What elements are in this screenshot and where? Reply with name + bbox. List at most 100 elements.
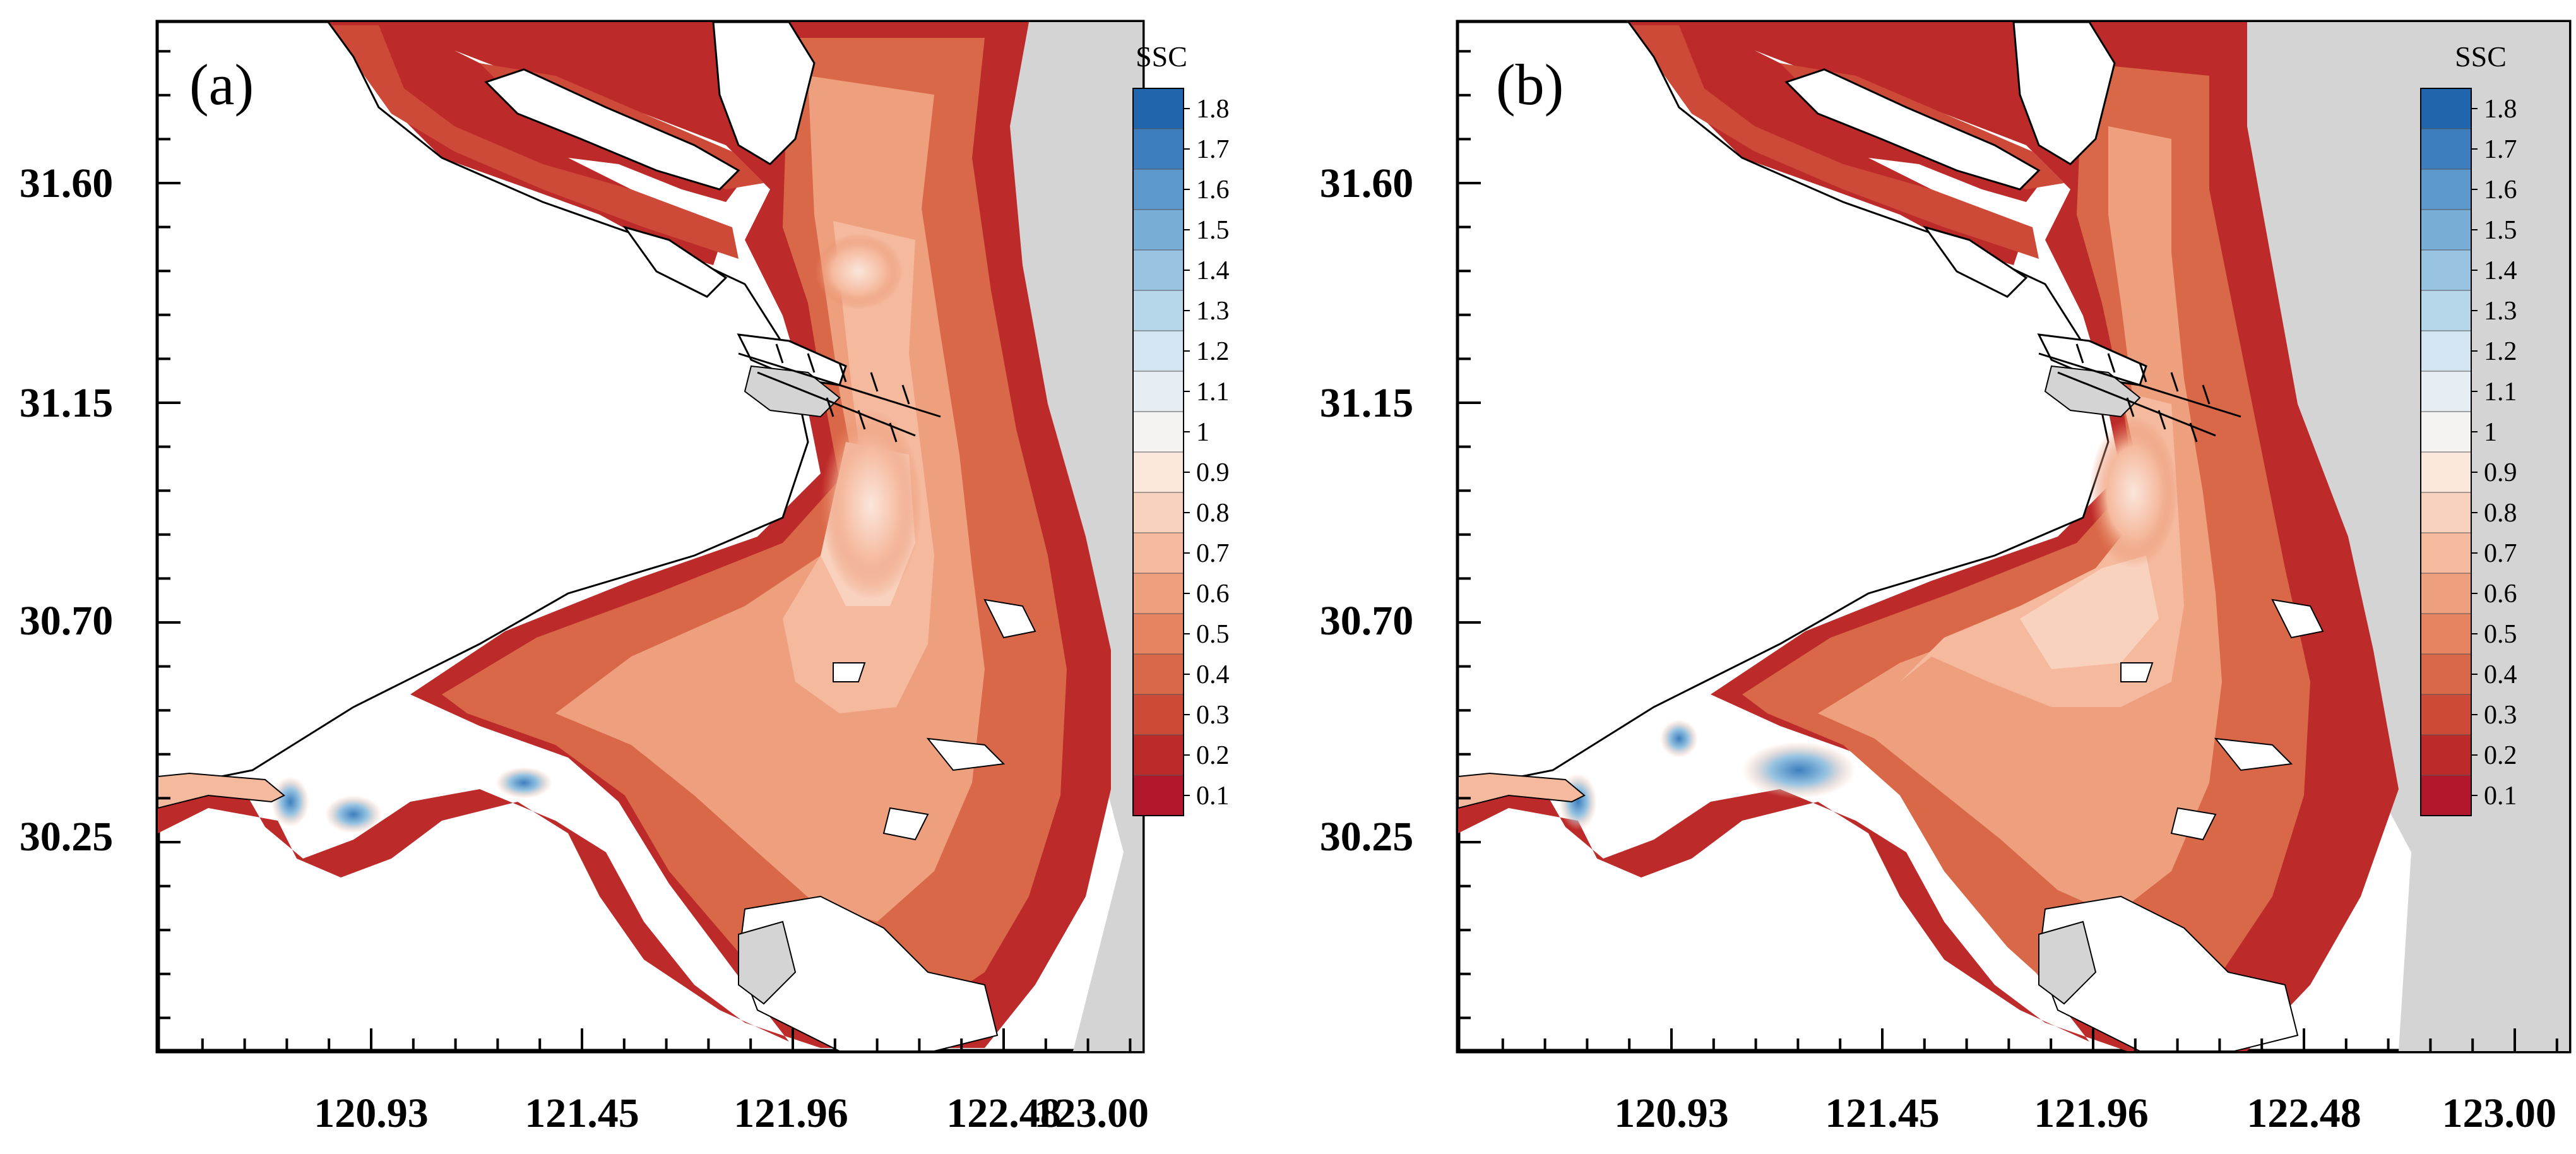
training-walls <box>2038 343 2241 443</box>
island-east-3 <box>882 807 929 841</box>
colorbar-a-title: SSC <box>1136 40 1187 73</box>
island-chongming <box>1784 68 2041 191</box>
x-tick-label: 120.93 <box>314 1090 429 1136</box>
colorbar-level-label: 0.9 <box>2484 458 2517 487</box>
colorbar-level-label: 1 <box>1196 418 1209 447</box>
colorbar-level-label: 0.8 <box>1196 499 1230 528</box>
colorbar-swatch <box>1132 613 1184 655</box>
colorbar-swatch <box>2420 573 2472 614</box>
colorbar-level-label: 1 <box>2484 418 2497 447</box>
colorbar-swatch <box>2420 128 2472 170</box>
island-east-2 <box>926 737 1006 771</box>
colorbar-swatch <box>2420 694 2472 735</box>
colorbar-level-label: 0.9 <box>1196 458 1230 487</box>
colorbar-level-label: 0.1 <box>2484 782 2517 811</box>
colorbar-a: SSC 1.8 1.7 1.6 1.5 1.4 1.3 1.2 1.1 1 0.9 0.8 0.7 0.… <box>1132 40 1230 816</box>
panel-b-map <box>1458 22 2569 1051</box>
colorbar-level-label: 1.6 <box>1196 175 1230 205</box>
island-east-4 <box>2120 662 2154 682</box>
island-chongming <box>484 68 740 191</box>
estuary-channel-north <box>328 25 739 259</box>
x-tick-label: 123.00 <box>1035 1090 1149 1136</box>
colorbar-level-label: 1.5 <box>2484 216 2517 245</box>
colorbar-level-label: 0.6 <box>2484 580 2517 609</box>
colorbar-level-label: 1.7 <box>1196 135 1230 164</box>
shoal-zhoushan <box>2038 920 2097 1005</box>
colorbar-swatch <box>1132 734 1184 776</box>
panel-b-yaxis: 31.60 31.15 30.70 30.25 <box>1320 50 1481 1020</box>
colorbar-level-label: 0.7 <box>2484 539 2517 568</box>
panel-a-map <box>158 22 1143 1051</box>
colorbar-level-label: 0.5 <box>2484 620 2517 649</box>
colorbar-b: SSC 1.8 1.7 1.6 1.5 1.4 1.3 1.2 1.1 1 0.9 0.8 0.7 0.… <box>2420 40 2517 816</box>
water-body-palest <box>2020 556 2159 669</box>
plume-highlight-1 <box>821 410 922 600</box>
land-north-east <box>2012 22 2116 165</box>
colorbar-level-label: 0.6 <box>1196 580 1230 609</box>
colorbar-swatch <box>2420 451 2472 493</box>
colorbar-swatch <box>2420 775 2472 816</box>
y-tick-label: 30.25 <box>1320 814 1414 860</box>
panel-a: SSC 1.8 1.7 1.6 1.5 1.4 1.3 1.2 1.1 1 0.9 0.8 0.7 0.… <box>20 20 1230 1136</box>
colorbar-swatch <box>2420 532 2472 574</box>
colorbar-level-label: 0.7 <box>1196 539 1230 568</box>
colorbar-level-label: 1.1 <box>1196 378 1230 407</box>
colorbar-swatch <box>1132 88 1184 129</box>
colorbar-level-label: 0.4 <box>1196 660 1230 689</box>
colorbar-swatch <box>2420 249 2472 291</box>
colorbar-level-label: 0.3 <box>1196 701 1230 730</box>
colorbar-swatch <box>1132 371 1184 412</box>
y-tick-label: 30.25 <box>20 814 114 860</box>
colorbar-level-label: 1.8 <box>2484 95 2517 124</box>
high-ssc-spot-3 <box>1660 720 1698 758</box>
colorbar-swatch <box>2420 330 2472 372</box>
high-ssc-spot-2 <box>271 776 309 827</box>
y-tick-label: 31.60 <box>1320 160 1414 206</box>
x-tick-label: 122.48 <box>946 1090 1061 1136</box>
colorbar-swatch <box>1132 532 1184 574</box>
colorbar-swatch <box>1132 290 1184 331</box>
plume-highlight-1 <box>2089 417 2178 568</box>
y-tick-label: 31.60 <box>20 160 114 206</box>
colorbar-frame <box>1132 88 1184 816</box>
plume-highlight-2 <box>814 234 903 309</box>
colorbar-level-label: 0.2 <box>1196 741 1230 770</box>
colorbar-swatch <box>2420 653 2472 695</box>
island-east-3 <box>2170 807 2217 841</box>
water-body-light <box>1818 126 2222 915</box>
colorbar-swatch <box>1132 169 1184 210</box>
colorbar-level-label: 0.2 <box>2484 741 2517 770</box>
high-ssc-spot-1 <box>1742 742 1856 799</box>
colorbar-swatch <box>1132 573 1184 614</box>
island-east-1 <box>983 598 1036 639</box>
colorbar-level-label: 1.3 <box>1196 297 1230 326</box>
colorbar-level-label: 1.2 <box>1196 337 1230 366</box>
panel-b-xaxis: 120.93 121.45 121.96 122.48 123.00 <box>1501 1028 2558 1136</box>
panel-b-label: (b) <box>1496 52 1564 117</box>
mainland-west <box>158 22 809 784</box>
training-walls <box>738 343 941 443</box>
colorbar-swatch <box>1132 694 1184 735</box>
shoal-jiuduansha <box>744 365 841 418</box>
y-tick-label: 30.70 <box>20 598 114 644</box>
x-tick-label: 121.45 <box>1825 1090 1940 1136</box>
river-inflow <box>158 772 285 809</box>
colorbar-b-title: SSC <box>2455 40 2507 73</box>
panel-a-label: (a) <box>189 52 254 117</box>
shoal-jiuduansha <box>2044 365 2141 418</box>
colorbar-swatch <box>1132 249 1184 291</box>
island-east-1 <box>2271 598 2324 639</box>
colorbar-swatch <box>1132 209 1184 251</box>
shoal-zhoushan <box>738 920 797 1005</box>
colorbar-swatch <box>2420 371 2472 412</box>
colorbar-swatch <box>2420 492 2472 533</box>
colorbar-swatch <box>1132 653 1184 695</box>
colorbar-swatch <box>2420 734 2472 776</box>
colorbar-swatch <box>2420 88 2472 129</box>
colorbar-level-label: 1.5 <box>1196 216 1230 245</box>
colorbar-level-label: 1.6 <box>2484 175 2517 205</box>
colorbar-swatch <box>2420 411 2472 453</box>
y-tick-label: 31.15 <box>1320 380 1414 426</box>
mainland-west <box>1458 22 2110 784</box>
colorbar-swatch <box>1132 775 1184 816</box>
